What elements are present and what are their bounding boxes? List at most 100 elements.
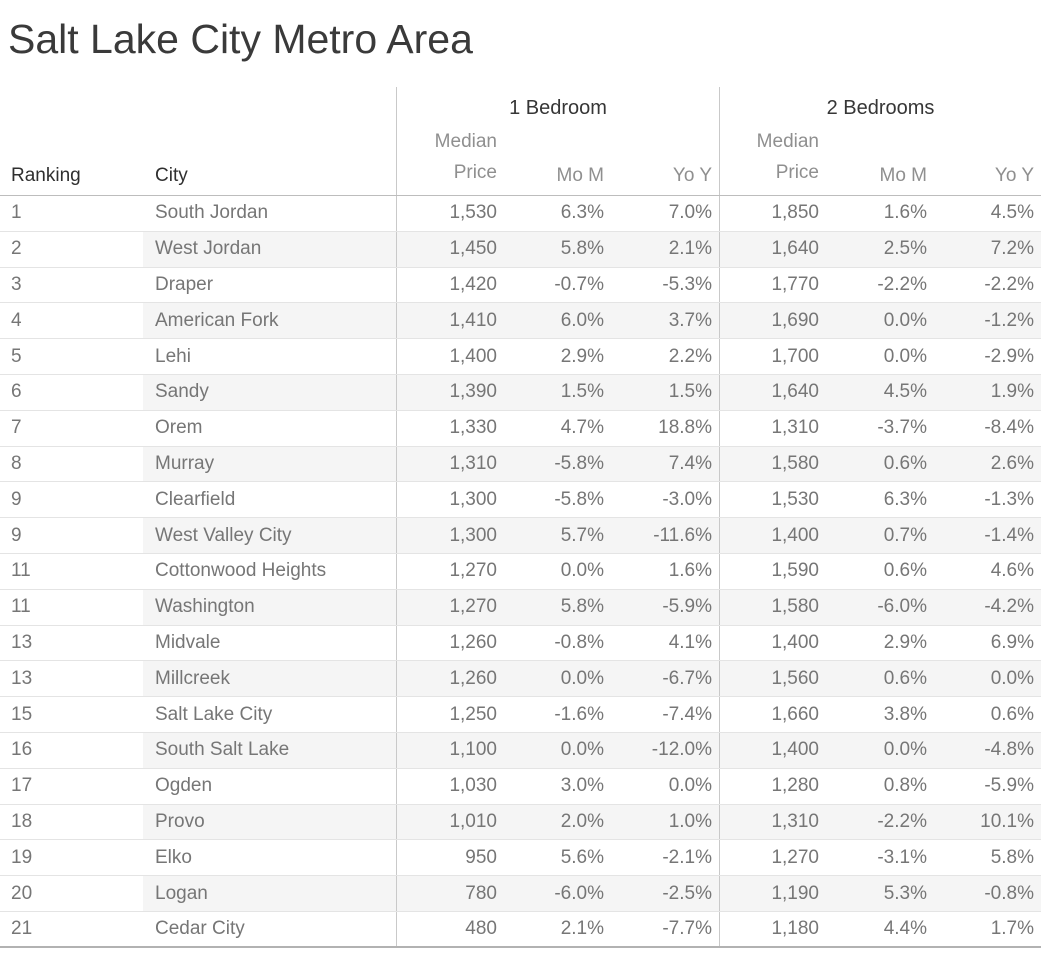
br1-mom-cell: -0.7%	[554, 273, 604, 295]
br2-yoy-cell: -5.9%	[984, 775, 1034, 797]
table-row: 9 Clearfield 1,300 -5.8% -3.0% 1,530 6.3% -1.3%	[0, 482, 1041, 519]
ranking-cell: 2	[0, 231, 143, 267]
ranking-cell: 9	[11, 488, 22, 510]
median-price-label: Median Price	[757, 130, 819, 188]
city-cell: South Jordan	[155, 202, 269, 224]
br1-yoy-cell: -2.1%	[662, 846, 712, 868]
br1-yoy-cell: 2.1%	[611, 231, 719, 267]
ranking-cell: 21	[11, 917, 33, 939]
br1-median-price-cell: 1,300	[396, 482, 504, 518]
br2-median-price-cell: 1,590	[719, 553, 826, 589]
br2-mom-cell: 6.3%	[883, 488, 927, 510]
ranking-cell: 17	[11, 775, 33, 797]
table-row: 15 Salt Lake City 1,250 -1.6% -7.4% 1,660 3.8%…	[0, 697, 1041, 733]
br2-yoy-cell: -4.2%	[934, 589, 1041, 625]
ranking-cell: 13	[11, 631, 33, 653]
table-row: 18 Provo 1,010 2.0% 1.0% 1,310 -2.2% 10.1%	[0, 804, 1041, 841]
br2-median-price-cell: 1,400	[719, 518, 826, 553]
br2-yoy-cell: 2.6%	[934, 446, 1041, 482]
br1-median-price-cell: 950	[396, 840, 504, 876]
ranking-cell: 19	[11, 846, 33, 868]
median-label-line2: Price	[453, 162, 497, 183]
ranking-cell: 20	[0, 876, 143, 911]
br1-mom-cell: 3.0%	[560, 775, 604, 797]
br2-yoy-cell: 0.0%	[934, 661, 1041, 697]
br1-median-price-cell: 1,310	[396, 446, 504, 482]
br2-mom-cell: -2.2%	[826, 804, 934, 840]
br2-median-price-column-header: Median Price	[719, 130, 826, 195]
br2-median-price-cell: 1,850	[719, 196, 826, 231]
ranking-cell: 16	[0, 732, 143, 768]
group-header-2-bedrooms: 2 Bedrooms	[719, 87, 1041, 130]
city-cell: Lehi	[155, 345, 191, 367]
br1-yoy-cell: -2.5%	[611, 876, 719, 911]
ranking-cell: 15	[11, 703, 33, 725]
br2-mom-cell: -3.7%	[877, 417, 927, 439]
table-row: 3 Draper 1,420 -0.7% -5.3% 1,770 -2.2% -2.2%	[0, 267, 1041, 304]
br1-mom-cell: -1.6%	[554, 703, 604, 725]
br1-mom-cell: 0.0%	[560, 560, 604, 582]
br1-mom-cell: 2.0%	[504, 804, 611, 840]
city-cell: Elko	[155, 846, 192, 868]
median-label-line2: Price	[775, 162, 819, 183]
br1-mom-cell: 6.0%	[504, 303, 611, 339]
page-title: Salt Lake City Metro Area	[8, 16, 473, 62]
br2-mom-cell: 1.6%	[883, 202, 927, 224]
br1-yoy-cell: 7.0%	[668, 202, 712, 224]
br1-median-price-cell: 1,400	[396, 339, 504, 374]
metro-rent-table: 1 Bedroom 2 Bedrooms Ranking City Median…	[0, 87, 1041, 948]
br2-yoy-cell: -0.8%	[934, 876, 1041, 911]
br2-median-price-cell: 1,770	[719, 267, 826, 303]
br1-median-price-cell: 480	[396, 911, 504, 946]
br2-median-price-cell: 1,640	[719, 231, 826, 267]
br2-mom-cell: 2.9%	[883, 631, 927, 653]
br2-yoy-cell: 6.9%	[990, 631, 1034, 653]
br1-median-price-cell: 1,260	[396, 625, 504, 661]
br2-median-price-cell: 1,560	[719, 661, 826, 697]
br2-yoy-cell: -1.4%	[934, 518, 1041, 553]
br2-mom-cell: 2.5%	[826, 231, 934, 267]
br1-median-price-cell: 1,330	[396, 410, 504, 446]
br1-median-price-cell: 1,410	[396, 303, 504, 339]
br2-yoy-cell: 7.2%	[934, 231, 1041, 267]
br2-mom-cell: 4.5%	[826, 374, 934, 410]
br2-mom-cell: 0.0%	[826, 303, 934, 339]
br2-median-price-cell: 1,400	[719, 732, 826, 768]
ranking-cell: 8	[0, 446, 143, 482]
br2-mom-cell: -6.0%	[826, 589, 934, 625]
br2-median-price-cell: 1,640	[719, 374, 826, 410]
br2-mom-cell: -2.2%	[877, 273, 927, 295]
br1-yoy-cell: 3.7%	[611, 303, 719, 339]
br1-yoy-cell: -11.6%	[611, 518, 719, 553]
br1-yoy-cell: -7.7%	[662, 917, 712, 939]
table-row: 1 South Jordan 1,530 6.3% 7.0% 1,850 1.6% 4.5%	[0, 196, 1041, 232]
ranking-cell: 4	[0, 303, 143, 339]
br1-yoy-cell: 2.2%	[668, 345, 712, 367]
br2-median-price-cell: 1,190	[719, 876, 826, 911]
table-body: 1 South Jordan 1,530 6.3% 7.0% 1,850 1.6% 4.5% 2…	[0, 196, 1041, 948]
br1-yoy-cell: 18.8%	[658, 417, 712, 439]
table-row: 4 American Fork 1,410 6.0% 3.7% 1,690 0.0% -1.2…	[0, 303, 1041, 340]
city-cell: Murray	[143, 446, 396, 482]
city-cell: West Jordan	[143, 231, 396, 267]
ranking-cell: 3	[11, 273, 22, 295]
city-cell: Clearfield	[155, 488, 236, 510]
br1-yoy-cell: -12.0%	[611, 732, 719, 768]
table-row: 13 Millcreek 1,260 0.0% -6.7% 1,560 0.6% 0.0%	[0, 661, 1041, 698]
br2-yoy-cell: -1.2%	[934, 303, 1041, 339]
br2-mom-cell: 0.6%	[883, 560, 927, 582]
br1-yoy-cell: -7.4%	[662, 703, 712, 725]
br1-mom-cell: 2.1%	[560, 917, 604, 939]
br1-yoy-cell: -6.7%	[611, 661, 719, 697]
br1-median-price-cell: 1,450	[396, 231, 504, 267]
median-label-line1: Median	[756, 131, 819, 152]
br1-yoy-cell: -3.0%	[662, 488, 712, 510]
br2-median-price-cell: 1,660	[719, 697, 826, 732]
br2-yoy-cell: 0.6%	[990, 703, 1034, 725]
br1-mom-cell: 1.5%	[504, 374, 611, 410]
br2-mom-cell: 0.6%	[826, 446, 934, 482]
city-cell: Salt Lake City	[155, 703, 273, 725]
br2-median-price-cell: 1,580	[719, 589, 826, 625]
br1-yoy-cell: 0.0%	[668, 775, 712, 797]
